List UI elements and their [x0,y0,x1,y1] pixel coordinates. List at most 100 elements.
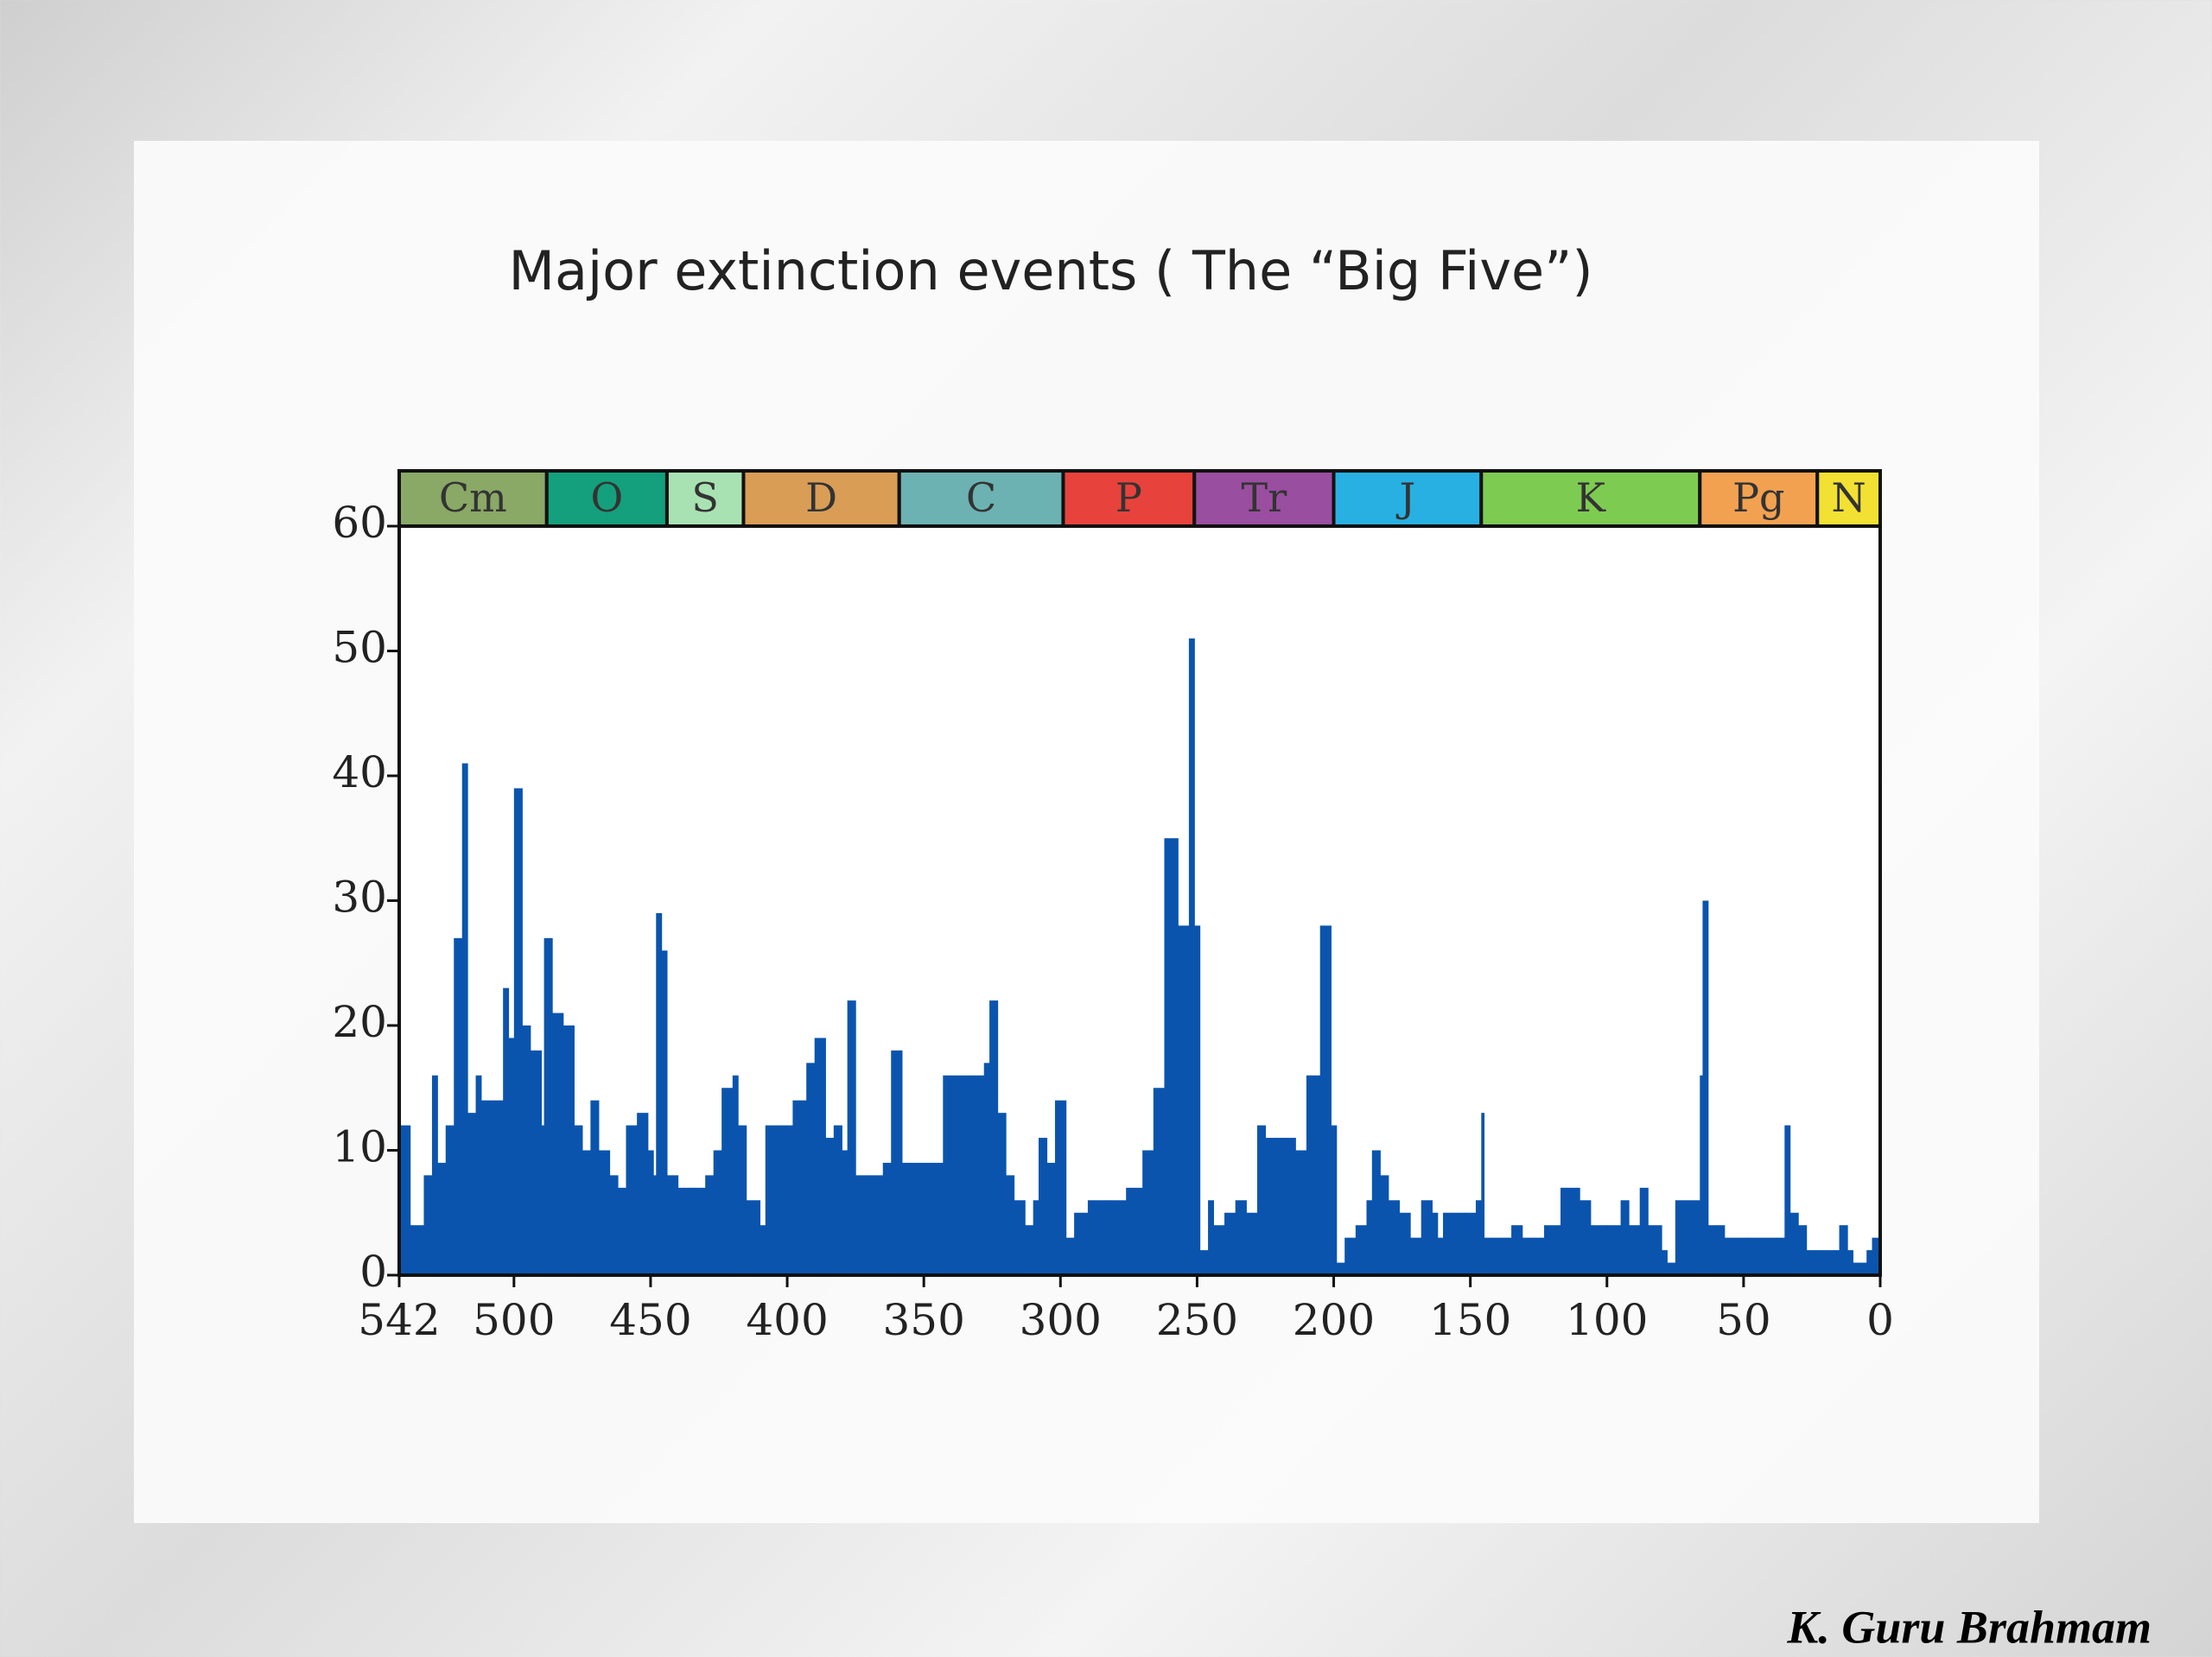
bar [647,1150,654,1275]
x-tick-label: 250 [1156,1295,1238,1345]
bar [541,1125,545,1275]
bar [513,788,523,1275]
bar [617,1187,627,1275]
bar [1724,1237,1750,1275]
bar [1246,1212,1258,1275]
bar [1544,1225,1561,1275]
bar [1776,1237,1785,1275]
bar [814,1038,826,1275]
bar [467,1113,477,1275]
bar [1065,1237,1075,1275]
bar [1235,1200,1247,1275]
bar [437,1162,447,1275]
bar [1194,925,1201,1275]
bar [1126,1187,1143,1275]
bar [543,937,553,1275]
x-tick-label: 50 [1716,1295,1771,1345]
bar [1825,1250,1838,1275]
bar [666,1175,679,1275]
bar [661,950,668,1275]
chart-title: Major extinction events ( The “Big Five”… [508,239,1592,302]
bar [1336,1262,1345,1275]
bar [656,912,663,1275]
bar [653,1175,657,1275]
bar [423,1175,433,1275]
bar [721,1088,734,1275]
footer: K. Guru Brahmam [1786,1601,2152,1653]
bar [1484,1237,1498,1275]
bar [1208,1200,1214,1275]
x-tick-label: 200 [1293,1295,1375,1345]
bar [1295,1150,1307,1275]
y-tick-label: 60 [332,498,387,548]
bar [1533,1237,1545,1275]
bar [1164,838,1179,1275]
bar [454,937,463,1275]
bar [1716,1225,1726,1275]
bar [1213,1225,1225,1275]
bar [792,1100,807,1275]
y-tick-label: 50 [332,623,387,673]
bar [1629,1225,1641,1275]
bar [842,1150,849,1275]
bar [1033,1200,1039,1275]
bar [1443,1212,1455,1275]
bar [1087,1200,1110,1275]
bar [918,1162,933,1275]
bar [989,1000,999,1275]
bar [847,1000,856,1275]
bar [1355,1225,1368,1275]
bar [855,1175,870,1275]
bar [765,1125,783,1275]
y-tick-label: 40 [332,747,387,797]
bar [1054,1100,1067,1275]
bar [882,1162,892,1275]
bar [1798,1225,1808,1275]
y-tick-label: 20 [332,997,387,1047]
bar [931,1162,944,1275]
bar [461,763,468,1275]
bar [503,987,510,1275]
bar [1074,1212,1089,1275]
bar [1178,925,1190,1275]
bar [1421,1200,1433,1275]
bar [1475,1200,1482,1275]
period-band [397,469,549,528]
bar [445,1125,454,1275]
bar [1388,1200,1401,1275]
bar [901,1162,919,1275]
bar [1560,1187,1580,1275]
period-label: P [1116,474,1142,521]
bar [943,1075,971,1275]
bar [1648,1225,1662,1275]
bar [1380,1175,1389,1275]
bar [530,1050,543,1275]
bar [1465,1212,1477,1275]
x-tick-label: 300 [1020,1295,1102,1345]
period-band [544,469,669,528]
bar [1038,1138,1048,1275]
x-tick-label: 0 [1866,1295,1894,1345]
bar [431,1075,438,1275]
plot-area [399,526,1880,1275]
period-label: S [691,474,719,521]
bar [1153,1088,1166,1275]
bar [494,1100,504,1275]
bar [1006,1175,1015,1275]
bar [1481,1113,1485,1275]
bar [983,1063,990,1275]
bar [705,1175,715,1275]
bar [1806,1250,1827,1275]
bar [1702,900,1709,1275]
bar [1366,1200,1373,1275]
bar [1025,1225,1034,1275]
bar [1675,1200,1700,1275]
bar [1667,1262,1676,1275]
bar [1371,1150,1381,1275]
bar [1344,1237,1357,1275]
bar [1836,1250,1840,1275]
bar [480,1100,496,1275]
y-tick-label: 30 [332,873,387,923]
bar [1522,1237,1534,1275]
x-tick-label: 150 [1429,1295,1511,1345]
